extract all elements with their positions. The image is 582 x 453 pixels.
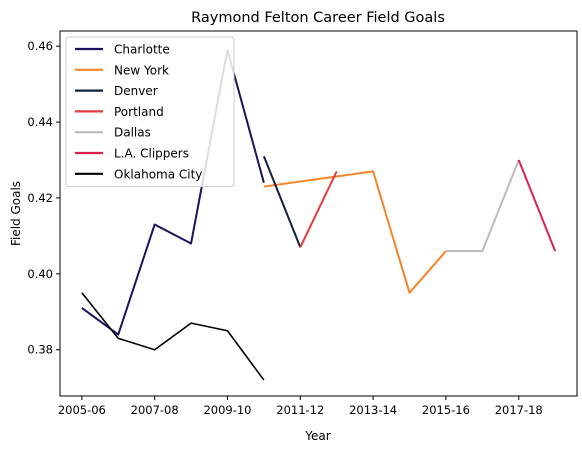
x-tick-label: 2017-18 [495, 403, 543, 417]
legend: Charlotte New York Denver Portland Dallas L.A… [66, 37, 234, 187]
x-tick-label: 2013-14 [349, 403, 397, 417]
legend-label-denver: Denver [114, 84, 158, 98]
y-tick-label: 0.38 [27, 343, 53, 357]
y-tick-label: 0.44 [27, 115, 53, 129]
legend-label-new-york: New York [114, 63, 169, 77]
legend-label-portland: Portland [114, 105, 164, 119]
x-tick-label: 2011-12 [276, 403, 324, 417]
chart-title: Raymond Felton Career Field Goals [191, 10, 445, 26]
y-tick-label: 0.42 [27, 191, 53, 205]
x-tick-label: 2007-08 [131, 403, 179, 417]
legend-label-l-a-clippers: L.A. Clippers [114, 147, 189, 161]
x-axis-title: Year [304, 429, 330, 443]
legend-label-charlotte: Charlotte [114, 43, 170, 57]
x-tick-label: 2009-10 [203, 403, 251, 417]
x-tick-label: 2015-16 [422, 403, 470, 417]
y-tick-label: 0.46 [27, 39, 53, 53]
x-tick-label: 2005-06 [58, 403, 106, 417]
y-tick-label: 0.40 [27, 267, 53, 281]
legend-label-oklahoma-city: Oklahoma City [114, 167, 202, 181]
y-axis-title: Field Goals [9, 181, 23, 246]
legend-label-dallas: Dallas [114, 126, 151, 140]
